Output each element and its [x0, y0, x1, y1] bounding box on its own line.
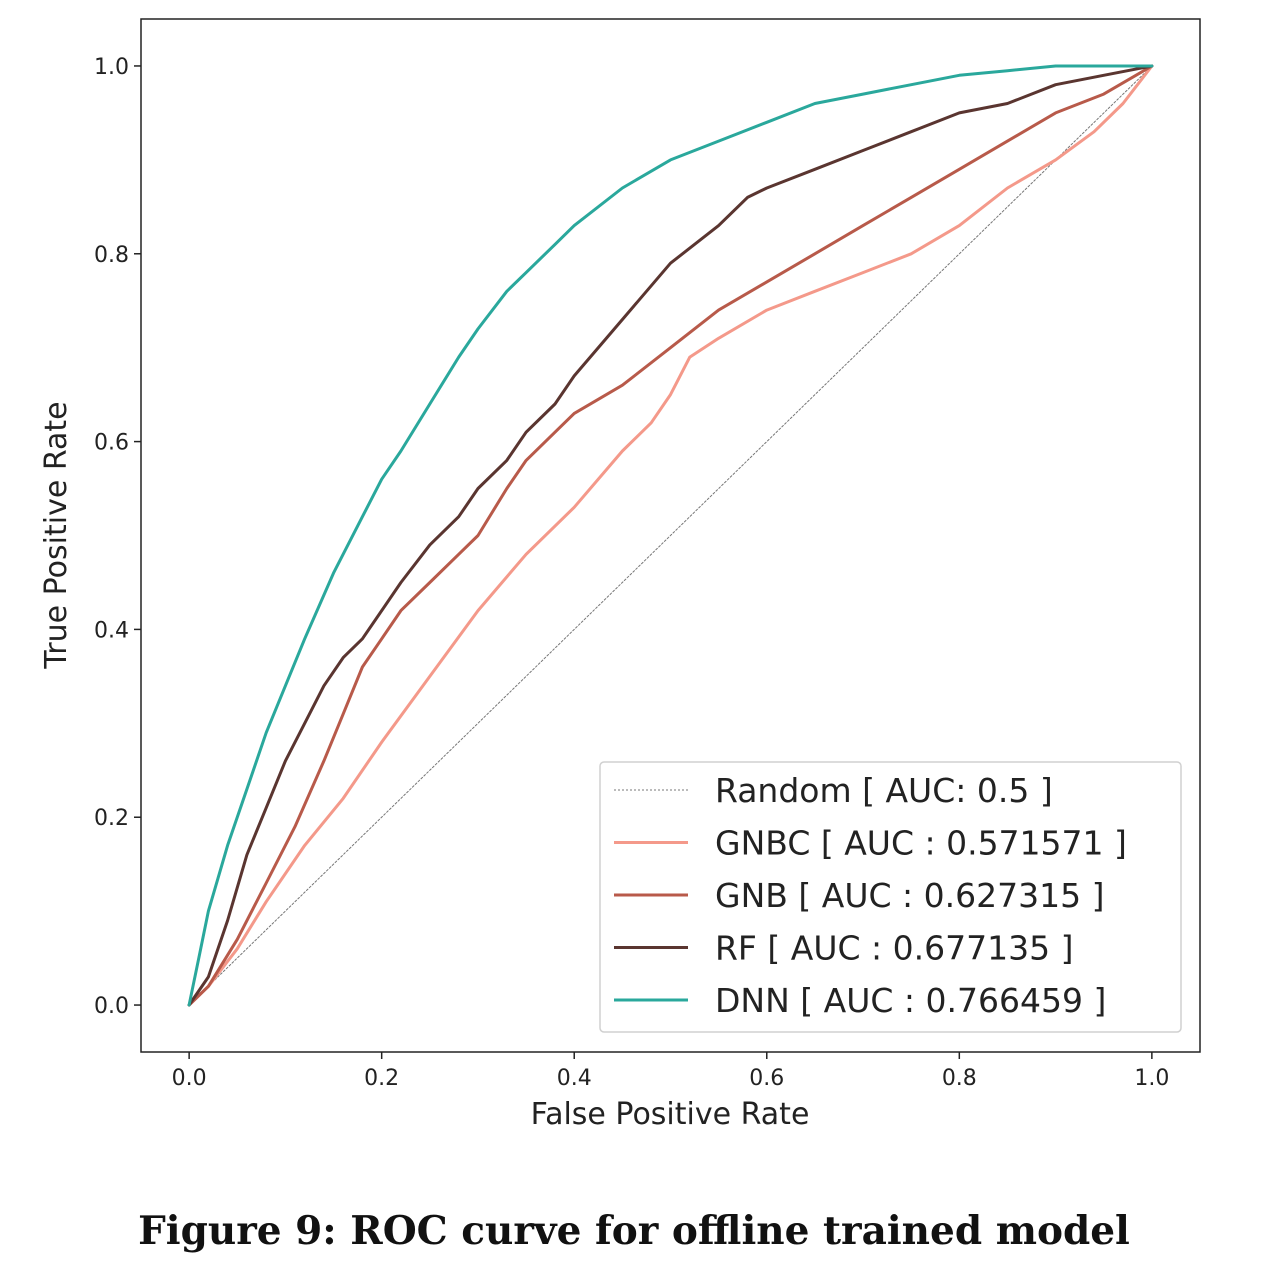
legend: Random [ AUC: 0.5 ] GNBC [ AUC : 0.571571…	[599, 761, 1182, 1033]
series-line-2	[187, 64, 1154, 1007]
x-tick-label: 0.4	[557, 1066, 592, 1091]
series-line-3	[187, 64, 1154, 1007]
x-axis-label: False Positive Rate	[531, 1097, 810, 1132]
x-tick-label: 0.2	[364, 1066, 399, 1091]
x-tick-label: 0.8	[942, 1066, 977, 1091]
y-axis-label: True Positive Rate	[39, 401, 74, 669]
y-tick-label: 1.0	[94, 55, 129, 80]
y-tick-label: 0.6	[94, 431, 129, 456]
x-tick-label: 0.6	[749, 1066, 784, 1091]
roc-chart: 0.0 0.2 0.4 0.6 0.8 1.0 0.0 0.2 0.4 0.6 0.8 1.0 Fa…	[39, 18, 1201, 1132]
legend-label: DNN [ AUC : 0.766459 ]	[715, 981, 1106, 1020]
legend-entry: RF [ AUC : 0.677135 ]	[614, 929, 1073, 968]
legend-label: RF [ AUC : 0.677135 ]	[715, 929, 1073, 968]
y-tick-label: 0.0	[94, 994, 129, 1019]
y-tick-label: 0.4	[94, 618, 129, 643]
series-line-1	[187, 64, 1154, 1007]
y-tick-label: 0.2	[94, 806, 129, 831]
y-tick-label: 0.8	[94, 243, 129, 268]
legend-entry: GNB [ AUC : 0.627315 ]	[614, 876, 1104, 915]
figure-caption: Figure 9: ROC curve for offline trained …	[138, 1208, 1130, 1254]
series-line-0	[188, 65, 1153, 1006]
x-axis-ticks: 0.0 0.2 0.4 0.6 0.8 1.0	[172, 1052, 1169, 1091]
plot-frame	[140, 18, 1201, 1053]
legend-entry: Random [ AUC: 0.5 ]	[614, 771, 1053, 810]
y-axis-ticks: 0.0 0.2 0.4 0.6 0.8 1.0	[94, 55, 141, 1019]
legend-label: GNBC [ AUC : 0.571571 ]	[715, 824, 1127, 863]
x-tick-label: 0.0	[172, 1066, 207, 1091]
legend-entry: DNN [ AUC : 0.766459 ]	[614, 981, 1106, 1020]
series-line-4	[187, 64, 1154, 1007]
legend-label: Random [ AUC: 0.5 ]	[715, 771, 1053, 810]
x-tick-label: 1.0	[1134, 1066, 1169, 1091]
legend-box	[599, 761, 1182, 1033]
series-layer	[187, 64, 1154, 1007]
legend-label: GNB [ AUC : 0.627315 ]	[715, 876, 1104, 915]
legend-entry: GNBC [ AUC : 0.571571 ]	[614, 824, 1127, 863]
